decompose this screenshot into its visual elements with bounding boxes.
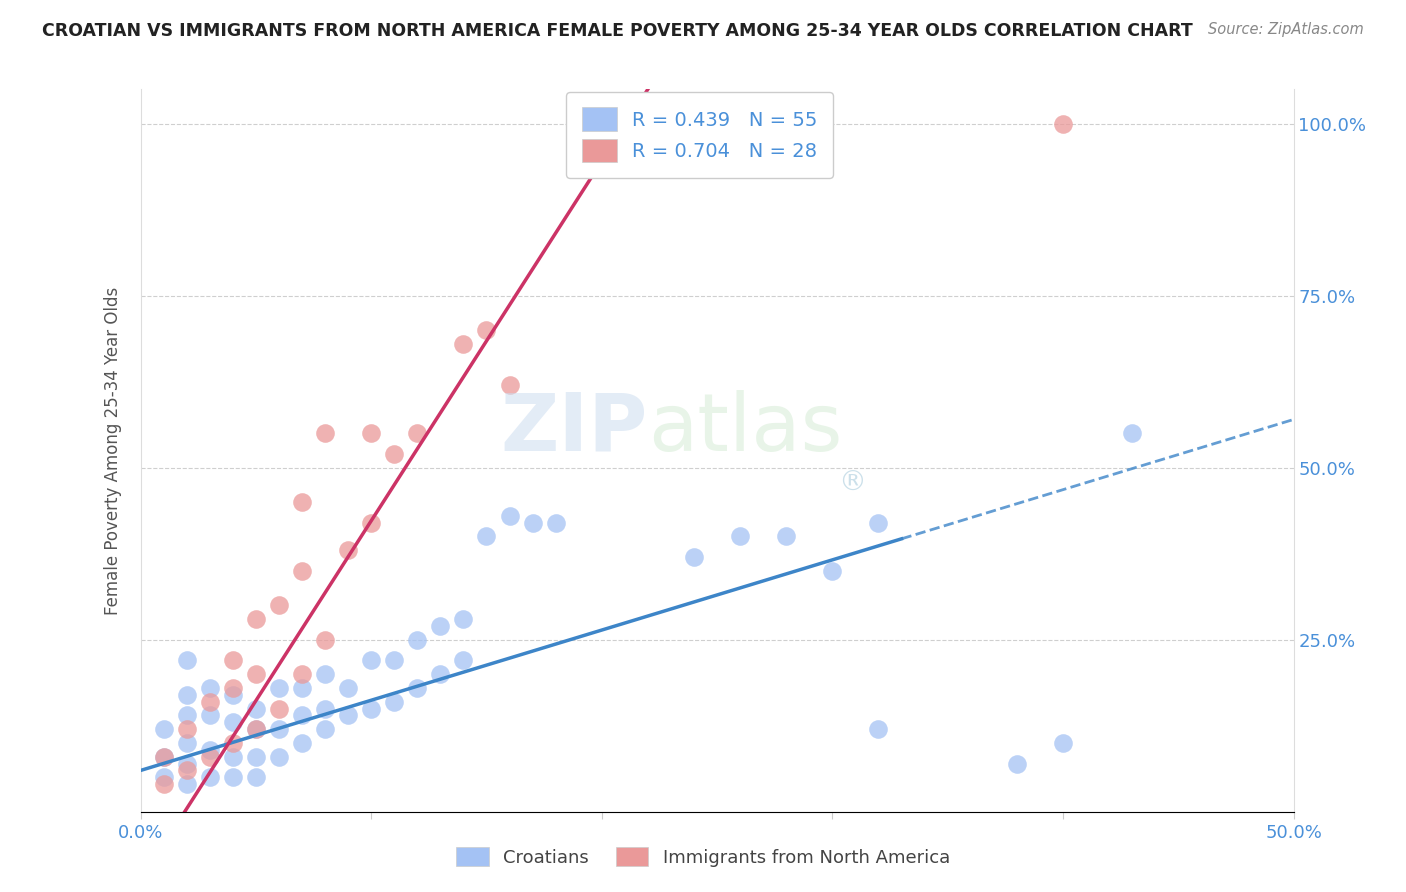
Point — [475, 323, 498, 337]
Point — [222, 681, 245, 695]
Point — [198, 749, 221, 764]
Point — [222, 749, 245, 764]
Point — [314, 426, 336, 441]
Point — [337, 543, 360, 558]
Point — [522, 516, 544, 530]
Point — [1052, 117, 1074, 131]
Point — [453, 653, 475, 667]
Point — [267, 749, 290, 764]
Point — [498, 508, 520, 523]
Point — [868, 722, 890, 736]
Point — [176, 736, 198, 750]
Point — [176, 756, 198, 771]
Point — [453, 336, 475, 351]
Point — [152, 749, 174, 764]
Point — [222, 770, 245, 784]
Point — [291, 564, 314, 578]
Point — [429, 619, 451, 633]
Point — [176, 688, 198, 702]
Text: CROATIAN VS IMMIGRANTS FROM NORTH AMERICA FEMALE POVERTY AMONG 25-34 YEAR OLDS C: CROATIAN VS IMMIGRANTS FROM NORTH AMERIC… — [42, 22, 1192, 40]
Text: atlas: atlas — [648, 390, 842, 467]
Point — [245, 701, 267, 715]
Point — [382, 695, 405, 709]
Point — [152, 770, 174, 784]
Point — [267, 722, 290, 736]
Point — [176, 653, 198, 667]
Point — [245, 722, 267, 736]
Point — [198, 681, 221, 695]
Point — [291, 708, 314, 723]
Point — [245, 770, 267, 784]
Point — [245, 667, 267, 681]
Point — [382, 653, 405, 667]
Point — [198, 695, 221, 709]
Point — [429, 667, 451, 681]
Point — [544, 516, 567, 530]
Point — [360, 701, 382, 715]
Text: ZIP: ZIP — [501, 390, 648, 467]
Point — [1121, 426, 1143, 441]
Point — [176, 764, 198, 778]
Point — [198, 743, 221, 757]
Point — [152, 722, 174, 736]
Point — [314, 701, 336, 715]
Point — [1005, 756, 1028, 771]
Point — [821, 564, 844, 578]
Point — [291, 495, 314, 509]
Point — [245, 722, 267, 736]
Point — [406, 426, 429, 441]
Point — [314, 667, 336, 681]
Text: Source: ZipAtlas.com: Source: ZipAtlas.com — [1208, 22, 1364, 37]
Point — [176, 708, 198, 723]
Text: ®: ® — [838, 469, 866, 497]
Point — [245, 612, 267, 626]
Point — [314, 722, 336, 736]
Point — [498, 378, 520, 392]
Point — [406, 632, 429, 647]
Point — [152, 749, 174, 764]
Point — [245, 749, 267, 764]
Point — [267, 681, 290, 695]
Point — [728, 529, 751, 543]
Point — [291, 681, 314, 695]
Point — [176, 722, 198, 736]
Legend: Croatians, Immigrants from North America: Croatians, Immigrants from North America — [449, 840, 957, 874]
Point — [337, 708, 360, 723]
Point — [683, 550, 706, 565]
Point — [267, 701, 290, 715]
Point — [1052, 736, 1074, 750]
Point — [222, 688, 245, 702]
Y-axis label: Female Poverty Among 25-34 Year Olds: Female Poverty Among 25-34 Year Olds — [104, 286, 122, 615]
Point — [222, 736, 245, 750]
Point — [291, 736, 314, 750]
Legend: R = 0.439   N = 55, R = 0.704   N = 28: R = 0.439 N = 55, R = 0.704 N = 28 — [567, 92, 834, 178]
Point — [475, 529, 498, 543]
Point — [337, 681, 360, 695]
Point — [314, 632, 336, 647]
Point — [222, 715, 245, 730]
Point — [267, 599, 290, 613]
Point — [176, 777, 198, 791]
Point — [291, 667, 314, 681]
Point — [868, 516, 890, 530]
Point — [775, 529, 797, 543]
Point — [198, 770, 221, 784]
Point — [360, 426, 382, 441]
Point — [360, 653, 382, 667]
Point — [406, 681, 429, 695]
Point — [222, 653, 245, 667]
Point — [360, 516, 382, 530]
Point — [453, 612, 475, 626]
Point — [382, 447, 405, 461]
Point — [198, 708, 221, 723]
Point — [152, 777, 174, 791]
